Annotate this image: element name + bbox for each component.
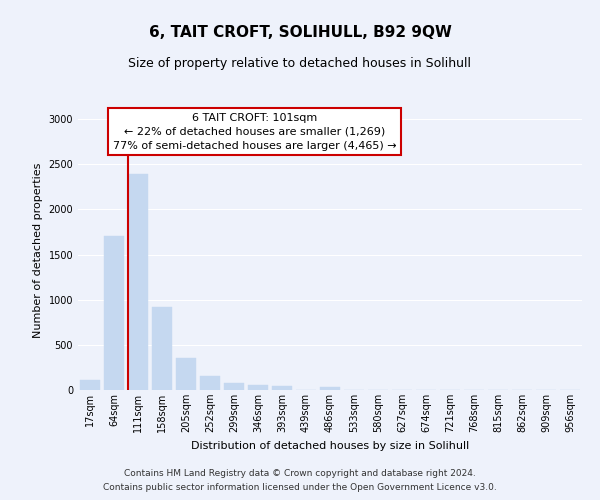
Bar	[152, 307, 172, 390]
Text: Contains public sector information licensed under the Open Government Licence v3: Contains public sector information licen…	[103, 484, 497, 492]
Text: Size of property relative to detached houses in Solihull: Size of property relative to detached ho…	[128, 58, 472, 70]
Bar	[80, 380, 100, 390]
Y-axis label: Number of detached properties: Number of detached properties	[33, 162, 43, 338]
Bar	[200, 376, 220, 390]
Bar	[176, 358, 196, 390]
Bar	[224, 383, 244, 390]
Bar	[128, 174, 148, 390]
X-axis label: Distribution of detached houses by size in Solihull: Distribution of detached houses by size …	[191, 440, 469, 450]
Text: 6, TAIT CROFT, SOLIHULL, B92 9QW: 6, TAIT CROFT, SOLIHULL, B92 9QW	[149, 25, 451, 40]
Text: Contains HM Land Registry data © Crown copyright and database right 2024.: Contains HM Land Registry data © Crown c…	[124, 468, 476, 477]
Bar	[104, 236, 124, 390]
Bar	[248, 384, 268, 390]
Bar	[272, 386, 292, 390]
Text: 6 TAIT CROFT: 101sqm
← 22% of detached houses are smaller (1,269)
77% of semi-de: 6 TAIT CROFT: 101sqm ← 22% of detached h…	[113, 113, 396, 151]
Bar	[320, 387, 340, 390]
